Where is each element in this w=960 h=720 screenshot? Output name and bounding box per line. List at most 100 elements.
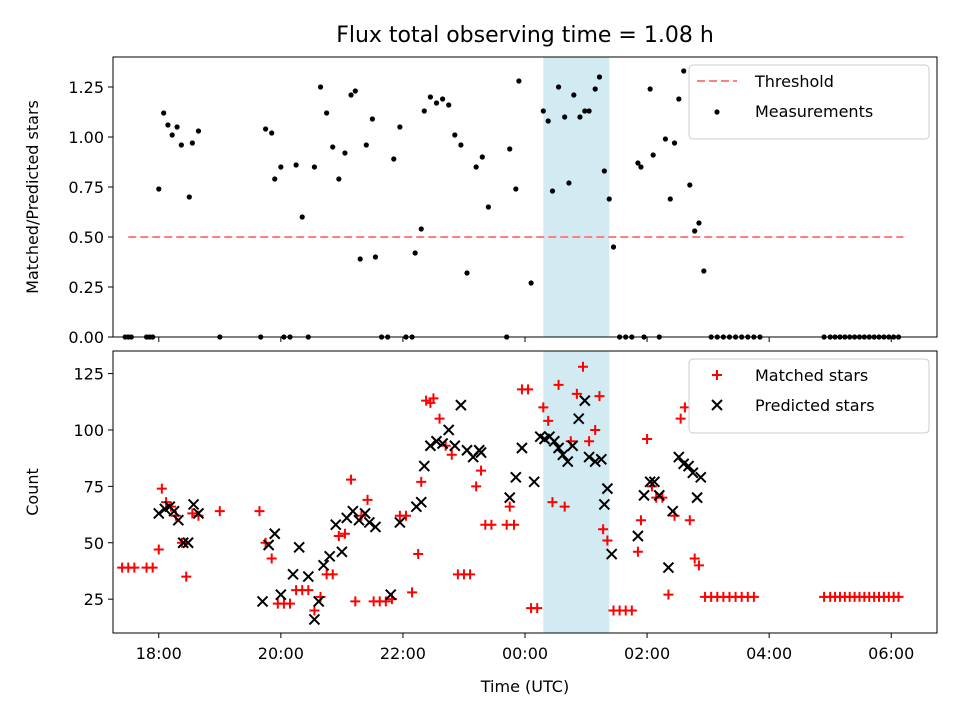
predicted-star-point [336,546,348,558]
predicted-star-point [347,505,359,517]
measurement-point [485,204,491,210]
matched-star-point [663,589,674,600]
predicted-star-point [667,505,679,517]
measurement-point [317,84,324,90]
matched-star-point [214,506,225,517]
measurement-point [479,154,485,160]
predicted-star-point [449,440,461,452]
measurement-point [299,214,305,220]
measurement-point [369,116,376,122]
measurement-point [311,164,318,170]
measurement-point [352,88,358,94]
measurement-point [545,118,551,124]
predicted-star-point [510,471,522,484]
predicted-star-point [317,559,330,572]
measurement-point [186,194,192,200]
measurement-point [638,164,644,170]
matched-star-point [350,596,361,607]
predicted-star-point [552,442,565,454]
legend-box [688,64,930,140]
predicted-star-point [595,453,608,465]
matched-star-point [428,393,439,404]
predicted-star-point [682,460,695,472]
matched-star-point [543,415,554,426]
matched-star-point [187,508,198,519]
measurement-point [566,180,572,186]
matched-star-point [689,553,700,564]
matched-star-point [339,528,350,539]
y-tick-label: 1.25 [68,78,104,97]
legend-matched-swatch [712,370,722,380]
measurement-point [540,108,546,114]
predicted-star-point [579,394,591,407]
measurement-point [650,152,656,158]
predicted-star-point [308,613,321,626]
measurement-point [452,132,458,138]
x-tick-label: 02:00 [624,644,670,663]
predicted-star-point [589,455,601,468]
predicted-star-point [330,519,342,531]
matched-star-point [748,591,759,602]
measurement-point [601,168,607,174]
chart-title: Flux total observing time = 1.08 h [336,23,714,48]
matched-star-point [446,449,457,460]
measurement-point [635,160,641,166]
legend-box [688,358,930,434]
measurement-point [586,108,592,114]
predicted-star-point [385,588,397,601]
measurement-point [582,108,588,114]
measurement-point [606,196,612,202]
legend-label: Matched stars [755,366,868,385]
y-tick-label: 0.75 [68,178,104,197]
matched-star-point [693,560,704,571]
predicted-star-point [177,537,189,549]
predicted-star-point [153,507,165,520]
measurement-point [676,96,682,102]
predicted-star-point [302,570,315,583]
matched-star-point [471,481,482,492]
matched-star-point [547,497,558,508]
x-tick-label: 00:00 [502,644,548,663]
matched-star-point [584,436,595,447]
measurement-point [363,142,369,148]
measurement-point [692,228,698,234]
measurement-point [507,146,513,152]
predicted-star-point [394,516,406,529]
measurement-point [458,142,464,148]
measurement-point [372,254,379,260]
x-tick-label: 06:00 [868,644,914,663]
matched-star-point [416,476,427,487]
matched-star-point [309,605,320,616]
matched-star-point [559,501,570,512]
measurement-point [473,164,479,170]
measurement-point [278,164,284,170]
observing-window [543,57,610,337]
predicted-star-point [653,489,665,502]
legend-measurement-swatch [714,109,720,115]
predicted-star-point [687,467,699,479]
predicted-star-point [359,507,371,520]
predicted-star-point [369,521,382,533]
matched-star-point [598,524,609,535]
predicted-star-point [638,489,650,502]
y-axis-label: Count [23,468,42,516]
matched-star-point [675,413,686,424]
predicted-star-point [323,550,336,563]
matched-star-point [380,596,391,607]
matched-star-point [893,591,904,602]
matched-star-point [153,544,164,555]
measurement-point [555,84,562,90]
measurement-point [662,136,668,142]
predicted-star-point [415,496,427,508]
measurement-point [421,108,427,114]
predicted-star-point [275,588,287,601]
matched-star-point [602,535,613,546]
measurement-point [357,256,363,262]
measurement-point [427,94,433,100]
matched-star-point [594,391,605,402]
predicted-star-point [562,455,574,468]
measurement-point [348,92,354,98]
matched-star-point [635,515,646,526]
matched-star-point [400,510,411,521]
